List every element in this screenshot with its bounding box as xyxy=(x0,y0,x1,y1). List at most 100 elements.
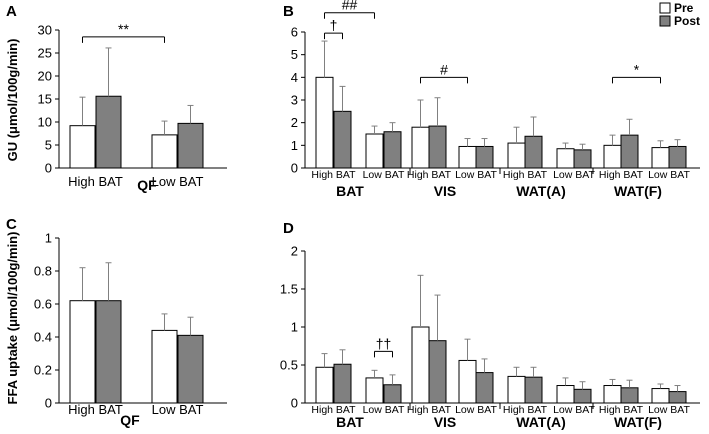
x-group-label: VIS xyxy=(434,183,457,199)
bar-pre xyxy=(411,326,430,404)
y-tick-label: 0.5 xyxy=(280,358,298,373)
bar-pre xyxy=(556,385,575,404)
x-group-label: WAT(A) xyxy=(516,414,566,430)
bar-post xyxy=(573,388,592,404)
bar-post xyxy=(333,110,352,169)
significance-bracket: * xyxy=(612,61,661,84)
y-tick-label: 25 xyxy=(38,46,52,61)
y-tick-label: 5 xyxy=(291,47,298,62)
x-group-label: WAT(F) xyxy=(614,183,662,199)
chart-panel-c: 0 0.2 0.4 0.6 0.8 1 High BAT Low BAT QF xyxy=(34,231,227,428)
panel-label-b: B xyxy=(283,3,294,20)
bar-pre xyxy=(603,385,622,404)
y-axis-label-a: GU (μmol/100g/min) xyxy=(5,39,20,162)
x-category-label: Low BAT xyxy=(553,404,595,416)
x-category-label: Low BAT xyxy=(363,404,405,416)
y-tick-label: 2 xyxy=(291,244,298,259)
significance-label: †† xyxy=(376,335,392,351)
y-tick-label: 10 xyxy=(38,115,52,130)
bar-pre xyxy=(603,144,622,169)
significance-label: ** xyxy=(118,21,129,37)
bar-post xyxy=(524,135,543,169)
y-tick-label: 15 xyxy=(38,92,52,107)
significance-bracket: ** xyxy=(82,21,165,43)
significance-bracket: ## xyxy=(324,0,375,19)
bar-post xyxy=(333,363,352,404)
x-category-label: Low BAT xyxy=(648,169,690,181)
y-tick-label: 1 xyxy=(291,138,298,153)
bar-pre xyxy=(458,359,477,404)
y-tick-label: 1 xyxy=(45,231,52,246)
x-category-label: High BAT xyxy=(599,404,644,416)
bar-pre xyxy=(69,125,96,169)
bar-pre xyxy=(556,148,575,169)
x-group-label: QF xyxy=(120,412,140,428)
bar-post xyxy=(524,376,543,404)
significance-label: ## xyxy=(342,0,358,13)
y-tick-label: 0 xyxy=(45,161,52,176)
significance-label: † xyxy=(330,17,338,33)
x-group-label: BAT xyxy=(336,183,364,199)
panel-label-a: A xyxy=(6,3,17,20)
bar-post xyxy=(475,145,494,169)
significance-label: # xyxy=(440,61,448,77)
x-category-label: High BAT xyxy=(407,169,452,181)
y-tick-label: 0.8 xyxy=(34,264,52,279)
bar-pre xyxy=(507,142,526,169)
y-tick-label: 0 xyxy=(45,396,52,411)
x-category-label: High BAT xyxy=(407,404,452,416)
bar-pre xyxy=(69,300,96,404)
y-tick-label: 0.6 xyxy=(34,297,52,312)
legend-swatch-pre xyxy=(659,2,671,14)
x-category-label: High BAT xyxy=(68,174,123,189)
bar-post xyxy=(383,131,402,169)
bar-post xyxy=(177,334,204,404)
bar-pre xyxy=(315,76,334,169)
y-tick-label: 0.2 xyxy=(34,363,52,378)
y-tick-label: 0 xyxy=(291,161,298,176)
x-category-label: Low BAT xyxy=(455,169,497,181)
x-category-label: Low BAT xyxy=(455,404,497,416)
significance-bracket: † xyxy=(324,17,343,40)
y-tick-label: 20 xyxy=(38,69,52,84)
x-group-label: BAT xyxy=(336,414,364,430)
bar-post xyxy=(620,134,639,169)
y-tick-label: 0.4 xyxy=(34,330,52,345)
bar-pre xyxy=(651,147,670,169)
bar-post xyxy=(428,340,447,404)
x-group-label: WAT(A) xyxy=(516,183,566,199)
y-tick-label: 1 xyxy=(291,320,298,335)
x-group-label: QF xyxy=(137,177,157,193)
bar-post xyxy=(573,149,592,169)
bar-pre xyxy=(365,133,384,169)
bar-pre xyxy=(507,375,526,404)
x-category-label: High BAT xyxy=(503,404,548,416)
x-category-label: Low BAT xyxy=(553,169,595,181)
x-group-label: VIS xyxy=(434,414,457,430)
significance-bracket: # xyxy=(420,61,468,84)
significance-label: * xyxy=(634,61,640,77)
bar-post xyxy=(428,125,447,169)
panel-label-c: C xyxy=(6,216,17,233)
bar-pre xyxy=(458,145,477,169)
bar-post xyxy=(177,122,204,169)
bar-post xyxy=(475,372,494,404)
y-tick-label: 0 xyxy=(291,396,298,411)
y-tick-label: 6 xyxy=(291,25,298,40)
legend-label-post: Post xyxy=(674,14,700,28)
bar-post xyxy=(95,300,122,404)
legend: Pre Post xyxy=(659,1,700,28)
x-category-label: Low BAT xyxy=(152,174,204,189)
bar-pre xyxy=(151,329,178,404)
bar-post xyxy=(620,387,639,404)
legend-label-pre: Pre xyxy=(674,1,694,15)
y-tick-label: 30 xyxy=(38,23,52,38)
x-category-label: Low BAT xyxy=(363,169,405,181)
bar-post xyxy=(95,95,122,169)
y-tick-label: 4 xyxy=(291,70,298,85)
bar-pre xyxy=(651,388,670,404)
